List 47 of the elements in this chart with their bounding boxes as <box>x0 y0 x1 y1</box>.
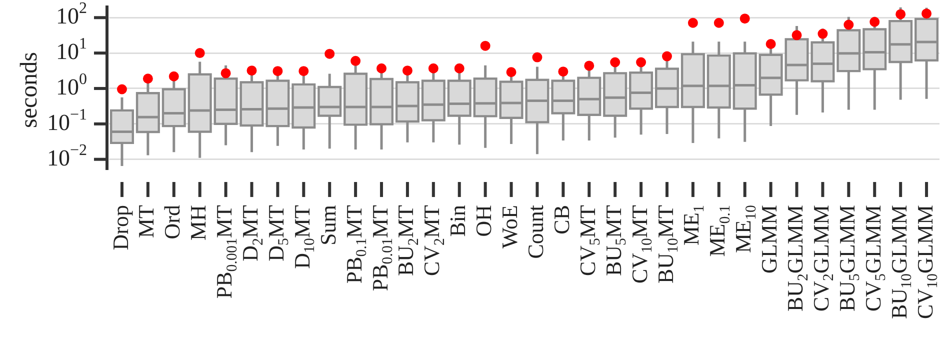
point <box>220 68 231 78</box>
x-tick-label: Bin <box>445 204 470 237</box>
point <box>922 8 932 19</box>
point <box>896 9 906 20</box>
point <box>792 30 802 40</box>
point <box>506 67 516 78</box>
point <box>688 18 698 28</box>
point <box>116 84 127 94</box>
x-tick-label: MH <box>186 204 211 240</box>
x-tick-label: CB <box>548 204 574 234</box>
point <box>246 66 257 76</box>
point <box>168 71 179 82</box>
point <box>766 39 776 50</box>
x-tick-label: Count <box>523 204 548 259</box>
point <box>844 20 854 30</box>
x-tick-label: MT <box>134 204 159 238</box>
point <box>376 63 387 74</box>
point <box>532 52 542 62</box>
x-tick-label: OH <box>471 204 496 237</box>
point <box>350 56 361 66</box>
point <box>584 60 594 71</box>
point <box>662 51 672 62</box>
point <box>818 28 828 39</box>
point <box>714 18 724 28</box>
x-tick-label: ME0.1 <box>704 205 734 257</box>
x-tick-label: ME10 <box>730 205 760 253</box>
point <box>402 66 412 76</box>
x-tick-label: Drop <box>108 204 133 250</box>
point <box>610 57 620 68</box>
point <box>142 74 153 84</box>
point <box>324 48 335 59</box>
point <box>272 66 283 76</box>
x-tick-label: Ord <box>160 204 185 240</box>
point <box>480 40 490 51</box>
point <box>870 16 880 27</box>
point <box>636 57 646 68</box>
point <box>740 14 750 24</box>
point <box>194 48 205 58</box>
x-tick-label: PB0.001MT <box>212 204 240 299</box>
point <box>298 66 309 76</box>
point <box>454 63 464 74</box>
point <box>558 66 568 77</box>
x-tick-label: GLMM <box>756 204 782 274</box>
y-axis-title: seconds <box>16 52 42 128</box>
x-tick-label: CV2MT <box>419 204 448 276</box>
point <box>428 63 438 74</box>
x-tick-label: WoE <box>497 204 522 248</box>
